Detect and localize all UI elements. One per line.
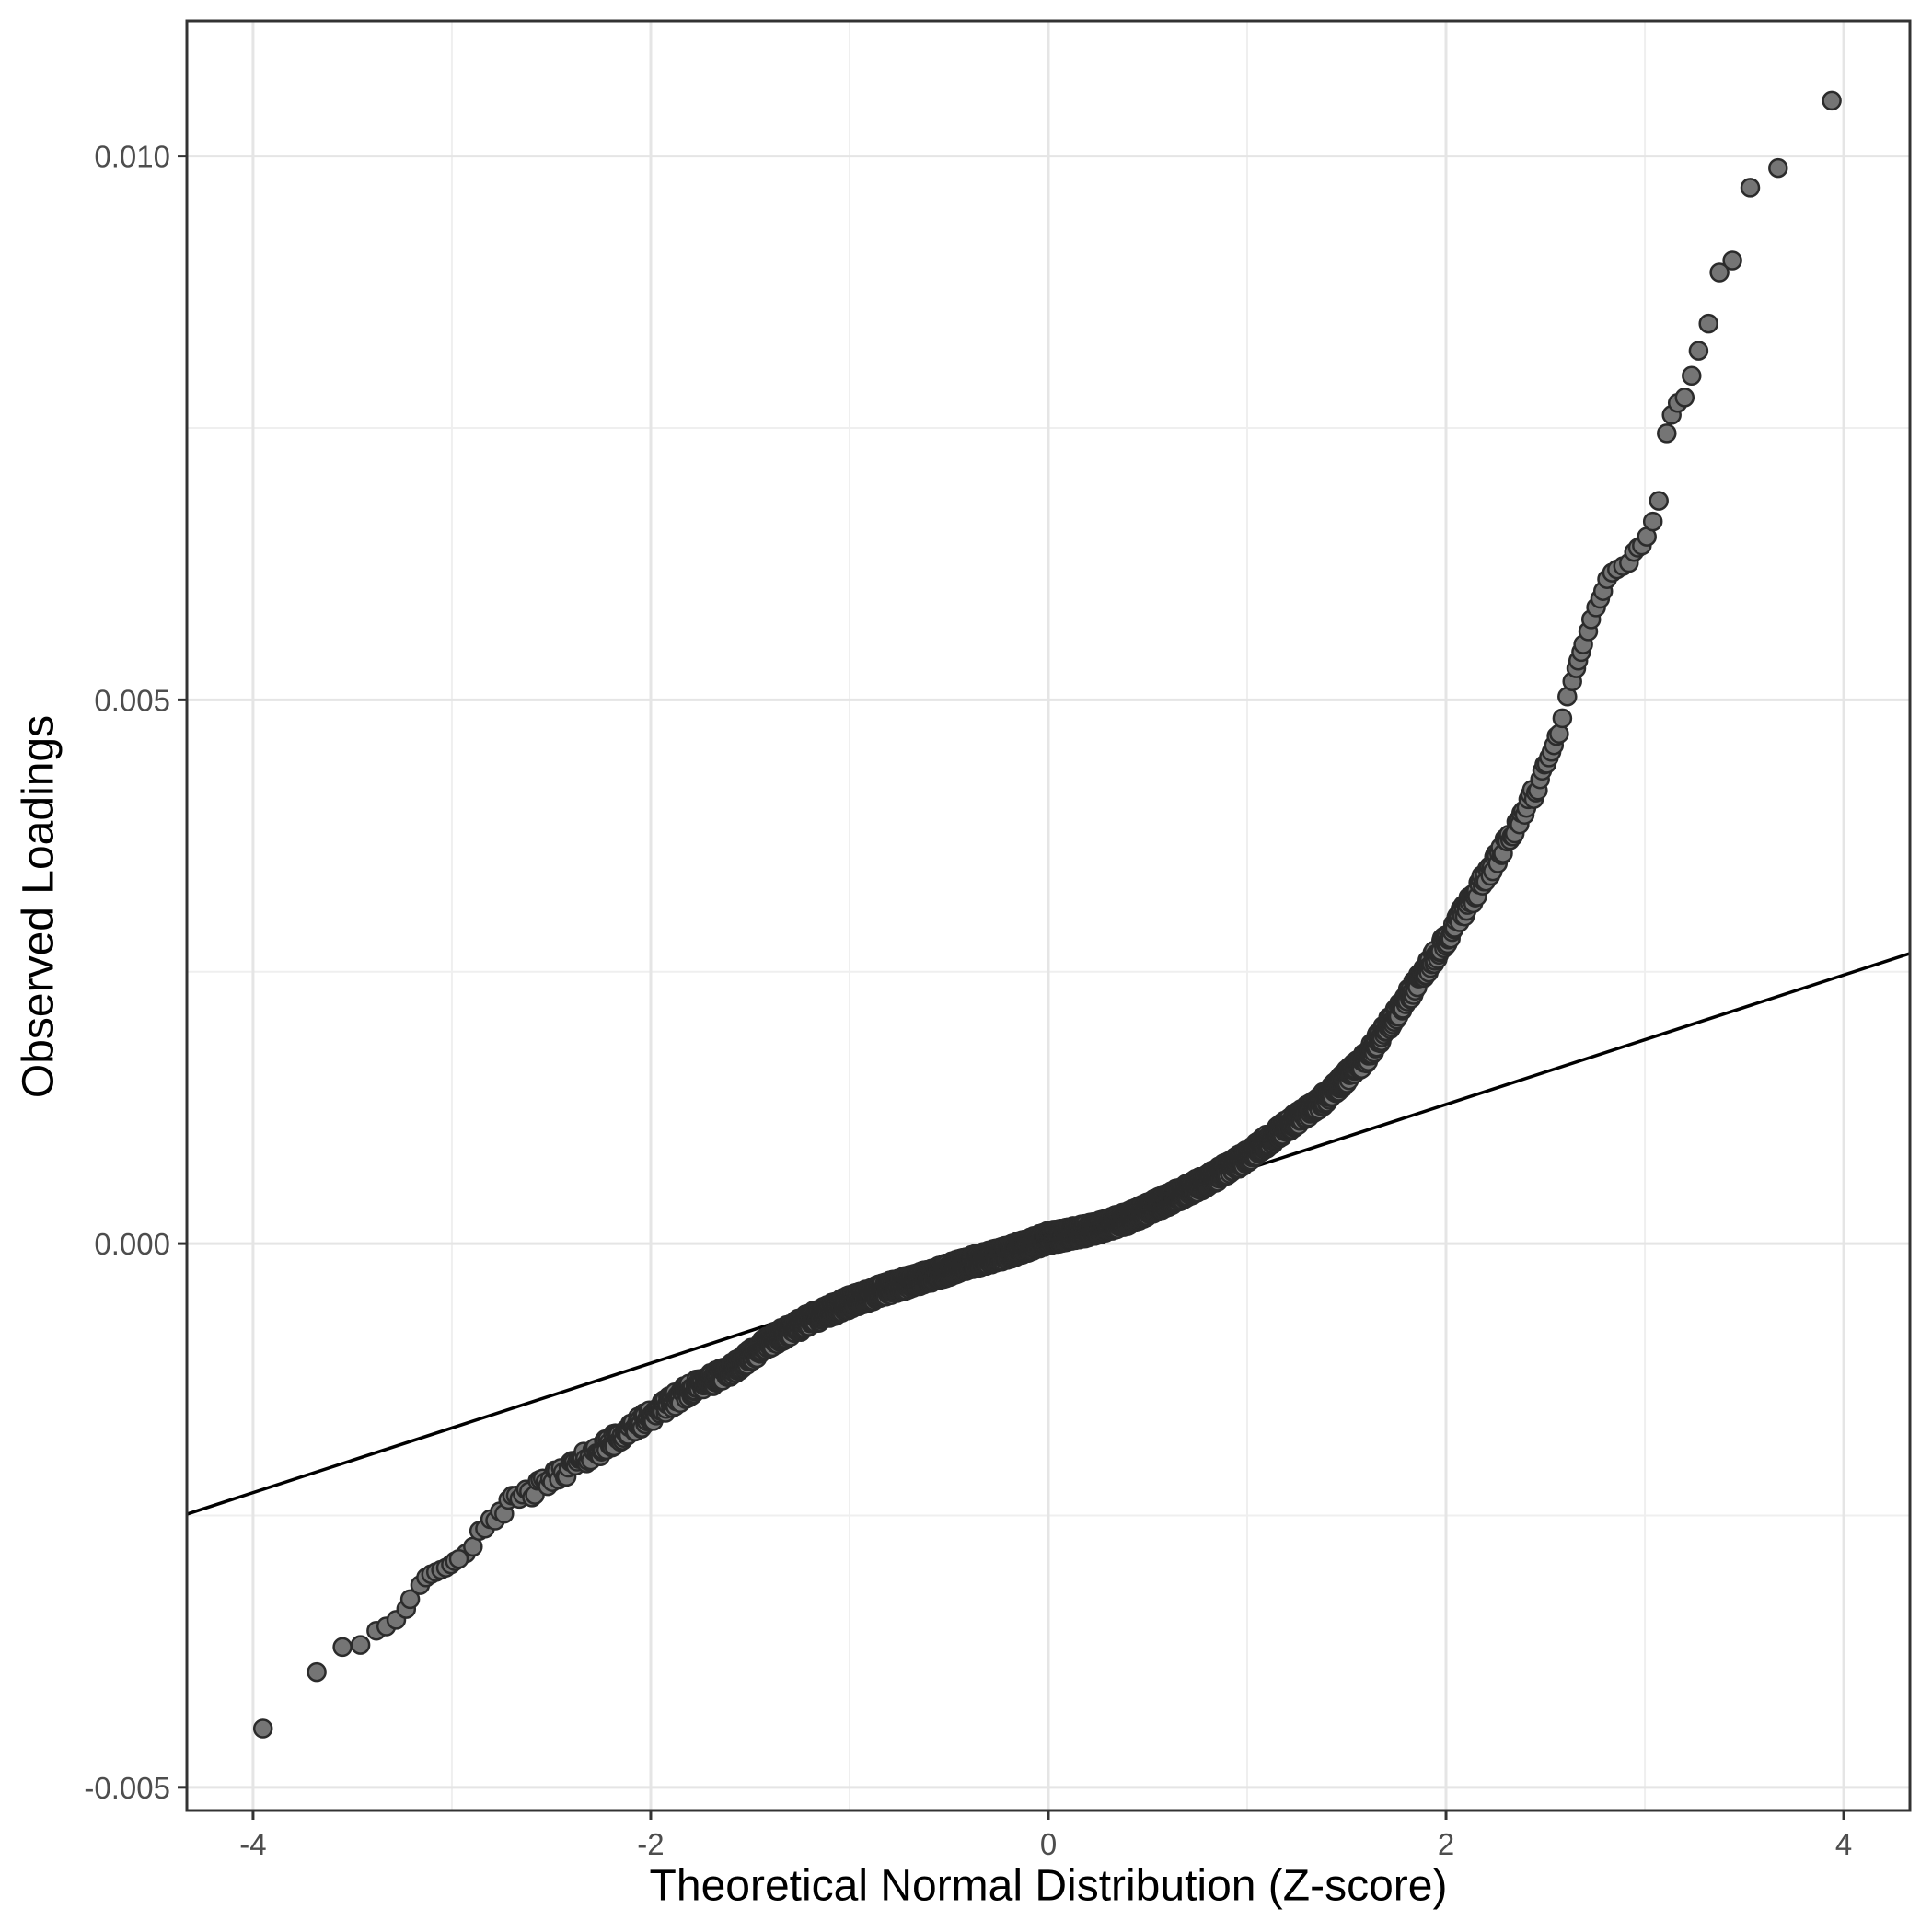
qq-point <box>1688 341 1709 361</box>
qq-point <box>307 1661 327 1683</box>
qq-point <box>1657 423 1677 444</box>
qq-point <box>1552 708 1573 729</box>
y-tick-label: -0.005 <box>84 1771 170 1805</box>
x-tick-label: -2 <box>637 1827 664 1861</box>
qq-point <box>1642 511 1663 532</box>
qq-point <box>350 1635 371 1655</box>
qq-point <box>332 1637 353 1658</box>
qq-point <box>1709 262 1730 283</box>
qq-point <box>1822 90 1842 111</box>
qq-point <box>448 1548 469 1569</box>
qq-point <box>1649 491 1669 511</box>
qq-point <box>1698 313 1718 334</box>
qq-band <box>456 723 1569 1564</box>
panel-border <box>185 19 1912 1812</box>
qq-point <box>1674 388 1695 408</box>
x-tick-label: 0 <box>1040 1827 1057 1861</box>
qq-point <box>1722 250 1742 271</box>
qq-point <box>252 1718 273 1739</box>
y-tick-label: 0.010 <box>94 140 170 174</box>
qq-point <box>1740 178 1761 198</box>
qq-point <box>1768 157 1788 179</box>
x-tick-label: -4 <box>239 1827 266 1861</box>
x-tick-label: 2 <box>1438 1827 1454 1861</box>
y-axis-title: Observed Loadings <box>14 714 64 1099</box>
y-tick-label: 0.005 <box>94 683 170 717</box>
x-axis-title: Theoretical Normal Distribution (Z-score… <box>649 1861 1448 1911</box>
y-tick-label: 0.000 <box>94 1227 170 1261</box>
qq-point <box>399 1589 421 1610</box>
x-tick-label: 4 <box>1835 1827 1852 1861</box>
qq-point <box>1682 365 1702 387</box>
